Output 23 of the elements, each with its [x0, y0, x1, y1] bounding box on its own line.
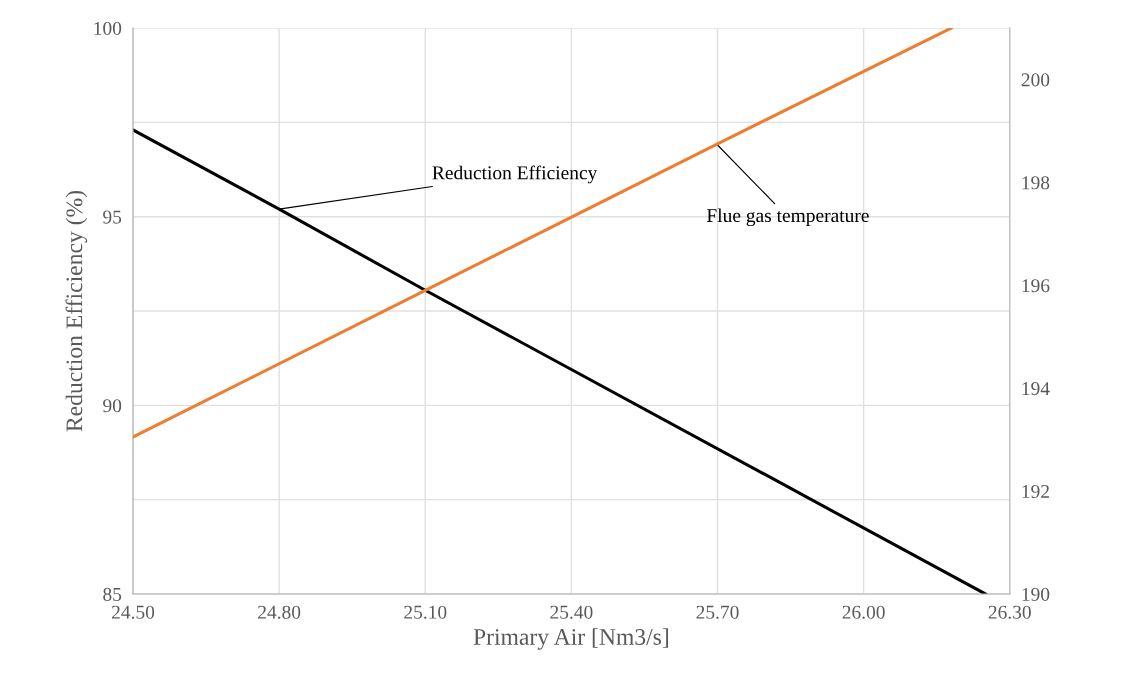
x-tick-label: 26.00 [842, 605, 885, 619]
x-tick-label: 24.80 [258, 605, 301, 619]
x-axis-title: Primary Air [Nm3/s] [473, 628, 668, 650]
y2-tick-label: 194 [1022, 382, 1050, 396]
y-tick-label: 100 [94, 21, 122, 35]
x-tick-label: 25.70 [696, 605, 739, 619]
y2-tick-label: 190 [1022, 587, 1050, 601]
annotation: Reduction Efficiency [432, 165, 598, 184]
y-axis-title: Reduction Efficiency (%) [65, 190, 88, 432]
y2-tick-label: 196 [1022, 279, 1050, 293]
x-tick-label: 24.50 [111, 605, 155, 619]
annotation: Flue gas temperature [706, 208, 869, 227]
y-tick-label: 85 [103, 587, 122, 601]
line-series [133, 28, 953, 439]
x-tick-label: 26.30 [988, 605, 1031, 619]
y2-tick-label: 198 [1022, 176, 1050, 190]
y-tick-label: 90 [103, 399, 122, 413]
x-tick-label: 25.10 [404, 605, 447, 619]
x-tick-label: 25.40 [550, 605, 593, 619]
y2-tick-label: 200 [1021, 73, 1050, 87]
y-tick-label: 95 [103, 210, 122, 224]
y2-tick-label: 192 [1022, 484, 1049, 499]
line-series [133, 128, 987, 594]
